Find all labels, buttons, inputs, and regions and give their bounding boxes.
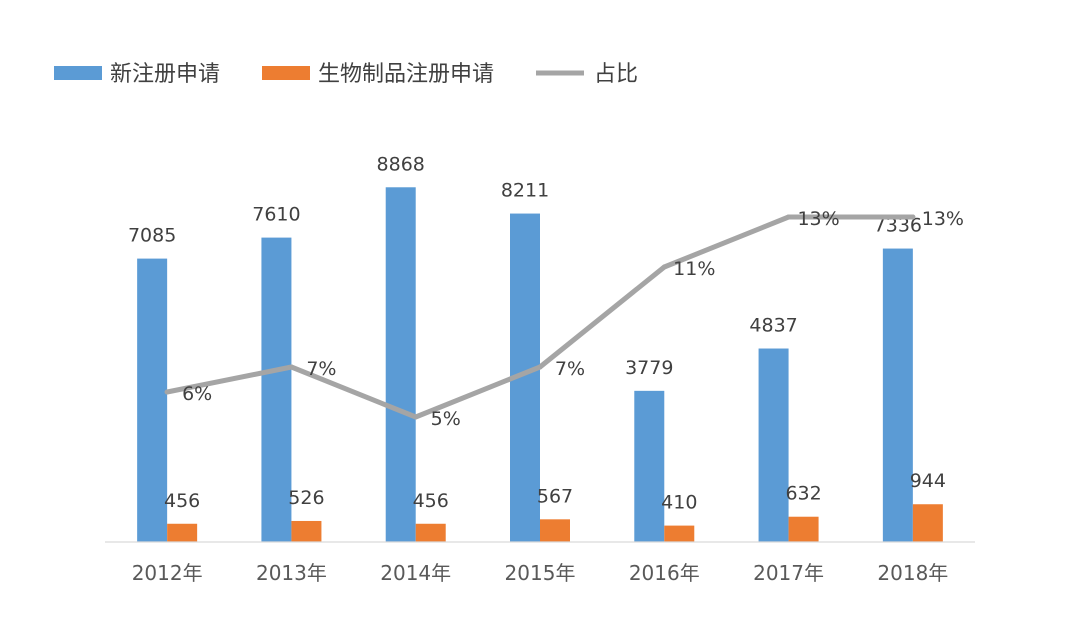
bar-series-1: 456 526 456 567 410 632 944	[164, 470, 946, 542]
bar-label-1-6: 944	[910, 470, 946, 492]
line-point-0-3	[537, 364, 543, 370]
line-point-0-4	[661, 264, 667, 270]
bar-0-4	[634, 390, 665, 542]
line-label-0-3: 7%	[555, 358, 585, 380]
bar-1-4	[664, 525, 695, 542]
bar-1-0	[167, 523, 198, 542]
x-tick-label-4: 2016年	[629, 561, 700, 585]
legend-item-ratio: 占比	[536, 62, 638, 87]
x-tick-label-0: 2012年	[132, 561, 203, 585]
line-point-0-5	[786, 214, 792, 220]
legend-swatch-new-registration	[54, 66, 102, 80]
bar-1-1	[291, 520, 322, 542]
line-label-0-6: 13%	[922, 208, 964, 230]
bar-label-1-0: 456	[164, 490, 200, 512]
legend: 新注册申请 生物制品注册申请 占比	[54, 62, 638, 87]
legend-item-biologics-registration: 生物制品注册申请	[262, 62, 494, 87]
legend-label-new-registration: 新注册申请	[110, 62, 220, 87]
x-tick-label-2: 2014年	[380, 561, 451, 585]
bar-label-0-6: 7336	[874, 215, 922, 237]
bar-label-0-3: 8211	[501, 180, 549, 202]
bar-0-1	[261, 237, 292, 542]
line-label-0-4: 11%	[673, 258, 715, 280]
bar-1-5	[788, 516, 819, 542]
line-point-0-6	[910, 214, 916, 220]
bar-1-2	[415, 523, 446, 542]
x-tick-label-6: 2018年	[877, 561, 948, 585]
bar-label-1-4: 410	[661, 492, 697, 514]
bar-0-0	[137, 258, 168, 542]
line-point-0-1	[288, 364, 294, 370]
bar-label-1-2: 456	[413, 490, 449, 512]
bar-series-0: 7085 7610 8868 8211 3779 4837 7336	[128, 153, 922, 542]
bar-label-0-5: 4837	[749, 315, 797, 337]
bar-label-1-5: 632	[785, 483, 821, 505]
bar-label-0-4: 3779	[625, 357, 673, 379]
line-point-0-2	[413, 414, 419, 420]
bar-1-3	[540, 519, 570, 542]
bar-label-1-3: 567	[537, 485, 573, 507]
plot-area: 7085 7610 8868 8211 3779 4837 7336 456 526 456 567…	[105, 153, 975, 585]
line-point-0-0	[164, 389, 170, 395]
line-label-0-5: 13%	[797, 208, 839, 230]
bar-0-6	[882, 248, 913, 542]
x-tick-label-3: 2015年	[505, 561, 576, 585]
bar-0-5	[758, 348, 789, 542]
line-label-0-1: 7%	[306, 358, 336, 380]
x-tick-label-5: 2017年	[753, 561, 824, 585]
legend-label-ratio: 占比	[594, 62, 638, 87]
line-label-0-2: 5%	[431, 408, 461, 430]
bar-label-0-1: 7610	[252, 204, 300, 226]
bar-label-1-1: 526	[288, 487, 324, 509]
line-label-0-0: 6%	[182, 383, 212, 405]
bar-label-0-0: 7085	[128, 225, 176, 247]
x-tick-label-1: 2013年	[256, 561, 327, 585]
bar-1-6	[912, 504, 943, 542]
bar-0-2	[385, 187, 416, 542]
legend-swatch-biologics-registration	[262, 66, 310, 80]
legend-item-new-registration: 新注册申请	[54, 62, 220, 87]
bar-label-0-2: 8868	[377, 153, 425, 175]
legend-label-biologics-registration: 生物制品注册申请	[318, 62, 494, 87]
